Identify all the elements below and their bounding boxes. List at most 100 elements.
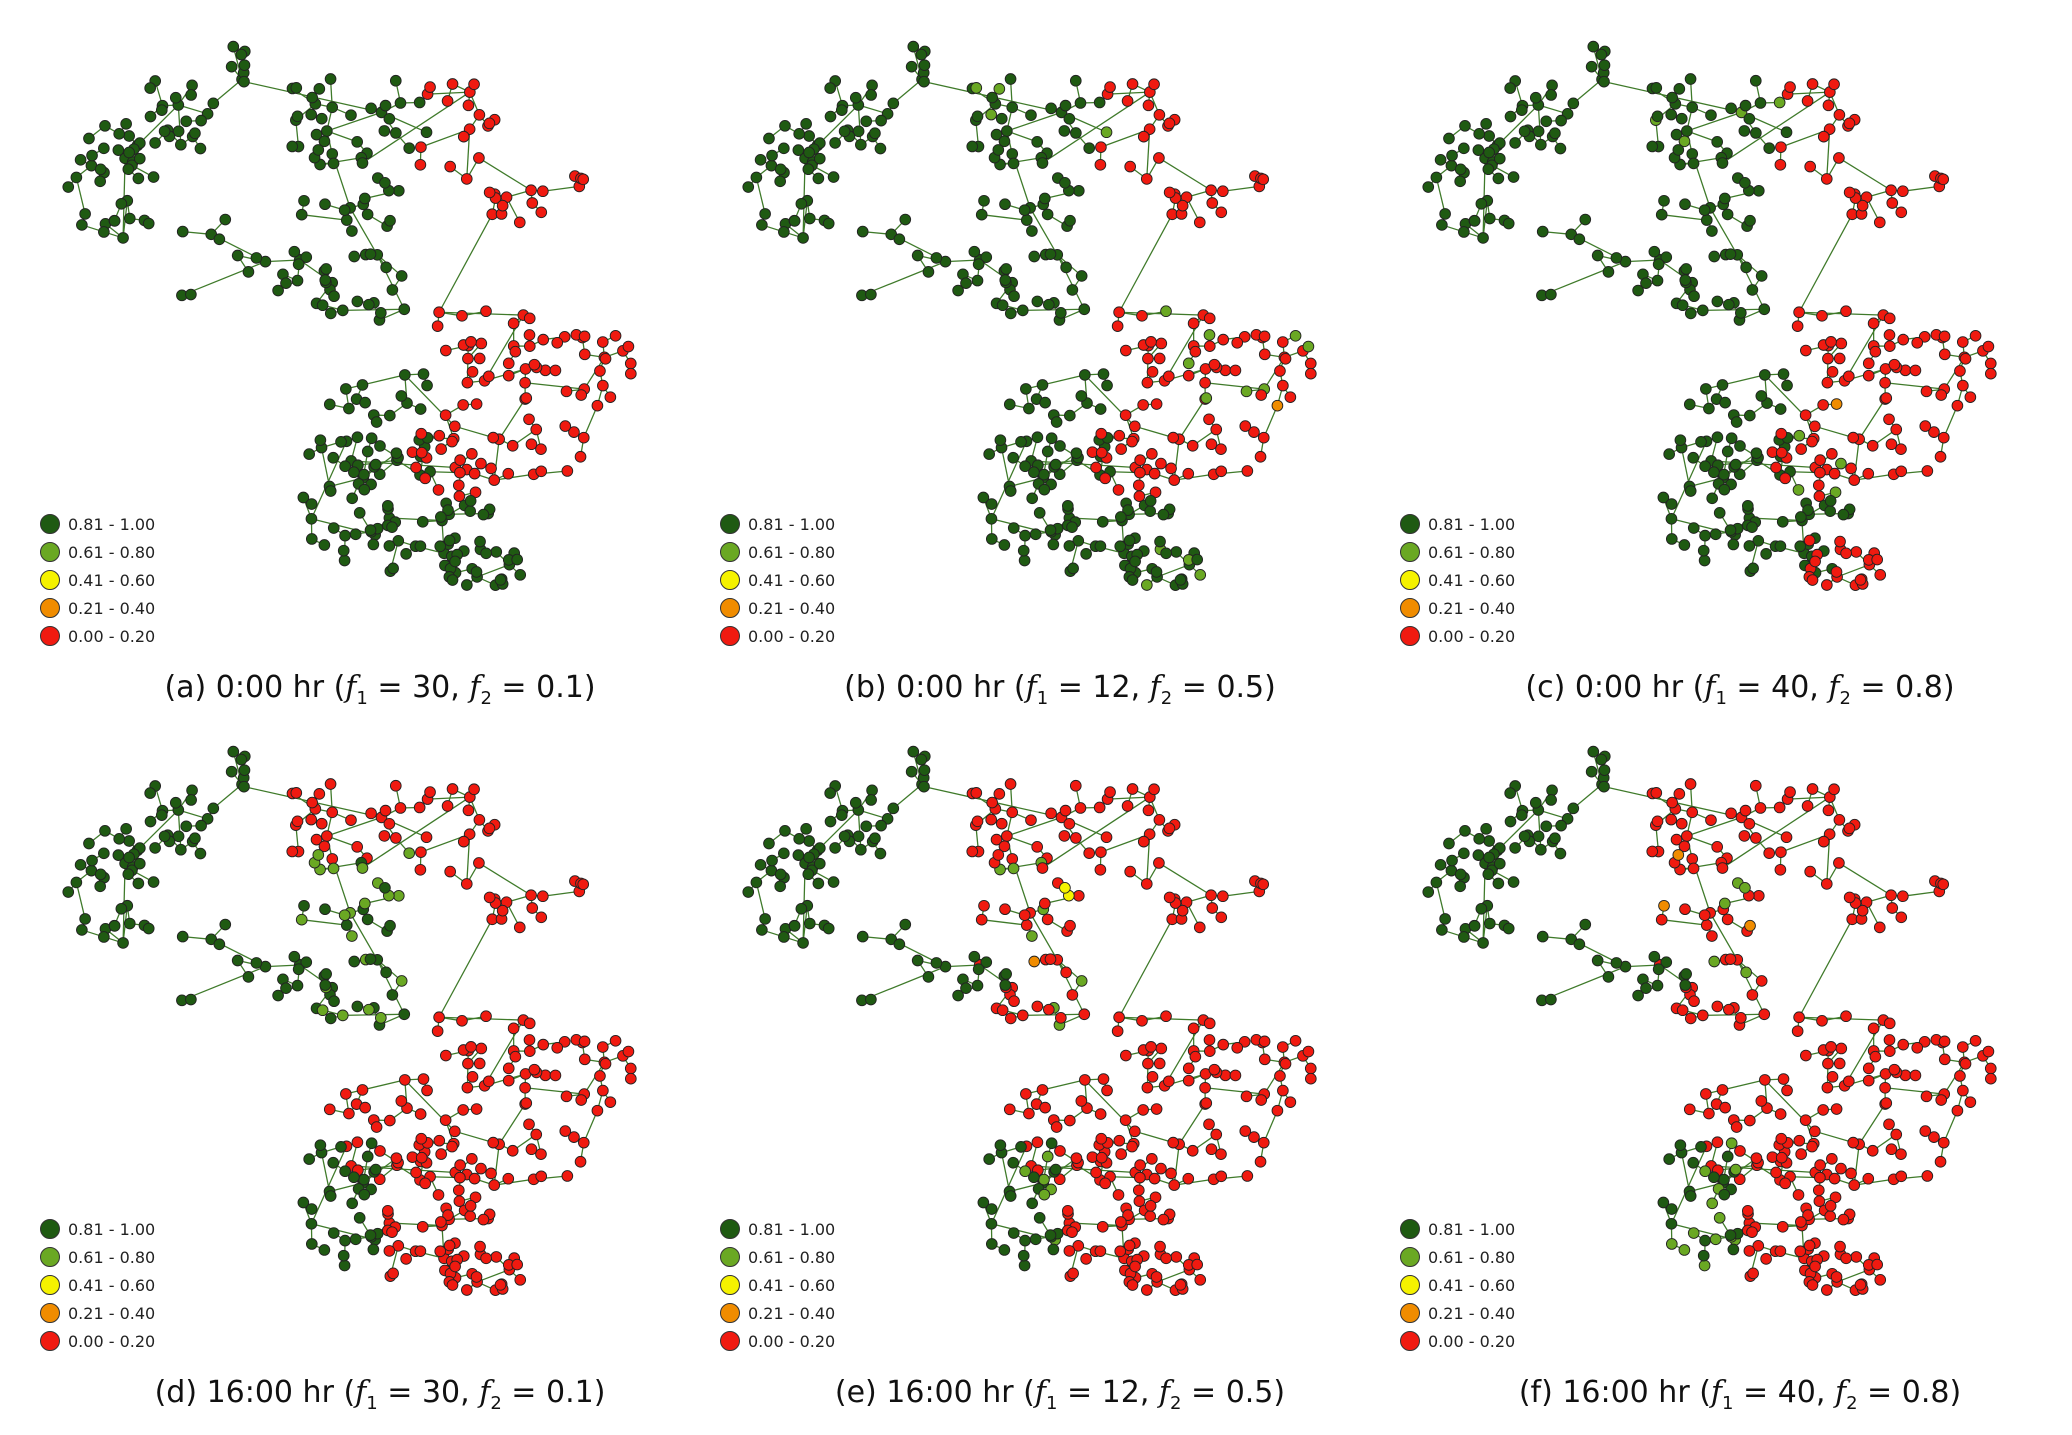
junction-node <box>825 816 836 827</box>
junction-node <box>536 912 547 923</box>
junction-node <box>434 430 445 441</box>
junction-node <box>1032 1001 1043 1012</box>
junction-node <box>1204 1035 1215 1046</box>
junction-node <box>623 341 634 352</box>
junction-node <box>1112 321 1123 332</box>
junction-node <box>1744 410 1755 421</box>
junction-node <box>1857 905 1868 916</box>
junction-node <box>778 848 789 859</box>
junction-node <box>1985 1063 1996 1074</box>
junction-node <box>1129 1126 1140 1137</box>
junction-node <box>1667 92 1678 103</box>
f1-subscript: 1 <box>1037 688 1048 709</box>
junction-node <box>1096 142 1107 153</box>
legend-item: 0.61 - 0.80 <box>720 538 835 566</box>
junction-node <box>623 1046 634 1057</box>
pipe <box>1671 441 1706 519</box>
junction-node <box>337 305 348 316</box>
junction-node <box>1822 377 1833 388</box>
junction-node <box>1744 541 1755 552</box>
junction-node <box>1805 866 1816 877</box>
junction-node <box>1476 903 1487 914</box>
junction-node <box>296 209 307 220</box>
junction-node <box>281 983 292 994</box>
junction-node <box>1700 461 1711 472</box>
junction-node <box>148 172 159 183</box>
comma: , <box>460 1375 479 1410</box>
junction-node <box>1062 500 1073 511</box>
junction-node <box>414 97 425 108</box>
junction-node <box>507 440 518 451</box>
junction-node <box>1095 1246 1106 1257</box>
junction-node <box>1777 516 1788 527</box>
junction-node <box>1938 879 1949 890</box>
junction-node <box>444 535 455 546</box>
junction-node <box>306 109 317 120</box>
legend-item: 0.00 - 0.20 <box>1400 622 1515 650</box>
junction-node <box>512 554 523 565</box>
junction-node <box>1510 138 1521 149</box>
pipe <box>1159 158 1211 190</box>
junction-node <box>839 126 850 137</box>
junction-node <box>1019 1260 1030 1271</box>
equals-sign: = <box>1851 670 1895 705</box>
junction-node <box>116 903 127 914</box>
junction-node <box>1712 841 1723 852</box>
junction-node <box>1957 380 1968 391</box>
junction-node <box>416 428 427 439</box>
junction-node <box>986 534 997 545</box>
junction-node <box>1889 359 1900 370</box>
junction-node <box>1081 1253 1092 1264</box>
junction-node <box>1232 1042 1243 1053</box>
junction-node <box>1241 386 1252 397</box>
junction-node <box>1190 346 1201 357</box>
equals-sign: = <box>1057 1375 1101 1410</box>
junction-node <box>813 878 824 889</box>
junction-node <box>1460 825 1471 836</box>
junction-node <box>371 1122 382 1133</box>
junction-node <box>481 306 492 317</box>
junction-node <box>239 781 250 792</box>
junction-node <box>972 111 983 122</box>
junction-node <box>1032 136 1043 147</box>
junction-node <box>1698 545 1709 556</box>
junction-node <box>1827 366 1838 377</box>
junction-node <box>1071 1153 1082 1164</box>
junction-node <box>236 49 247 60</box>
junction-node <box>1586 766 1597 777</box>
legend-item: 0.21 - 0.40 <box>720 1299 835 1327</box>
junction-node <box>1032 432 1043 443</box>
junction-node <box>1603 972 1614 983</box>
junction-node <box>1145 506 1156 517</box>
junction-node <box>1725 249 1736 260</box>
junction-node <box>1740 805 1751 816</box>
junction-node <box>239 60 250 71</box>
junction-node <box>347 1198 358 1209</box>
junction-node <box>1666 109 1677 120</box>
junction-node <box>1067 522 1078 533</box>
junction-node <box>1701 215 1712 226</box>
junction-node <box>186 795 197 806</box>
pipe <box>1799 214 1852 312</box>
junction-node <box>486 463 497 474</box>
junction-node <box>1076 1096 1087 1107</box>
junction-node <box>1151 1272 1162 1283</box>
junction-node <box>875 143 886 154</box>
junction-node <box>1723 299 1734 310</box>
junction-node <box>469 468 480 479</box>
junction-node <box>1841 1011 1852 1022</box>
junction-node <box>435 1246 446 1257</box>
junction-node <box>478 509 489 520</box>
junction-node <box>328 158 339 169</box>
junction-node <box>449 421 460 432</box>
legend-item: 0.00 - 0.20 <box>40 622 155 650</box>
junction-node <box>1095 159 1106 170</box>
junction-node <box>1115 541 1126 552</box>
junction-node <box>1141 174 1152 185</box>
junction-node <box>1194 217 1205 228</box>
junction-node <box>1037 1085 1048 1096</box>
junction-node <box>375 1146 386 1157</box>
junction-node <box>340 1235 351 1246</box>
junction-node <box>1834 109 1845 120</box>
